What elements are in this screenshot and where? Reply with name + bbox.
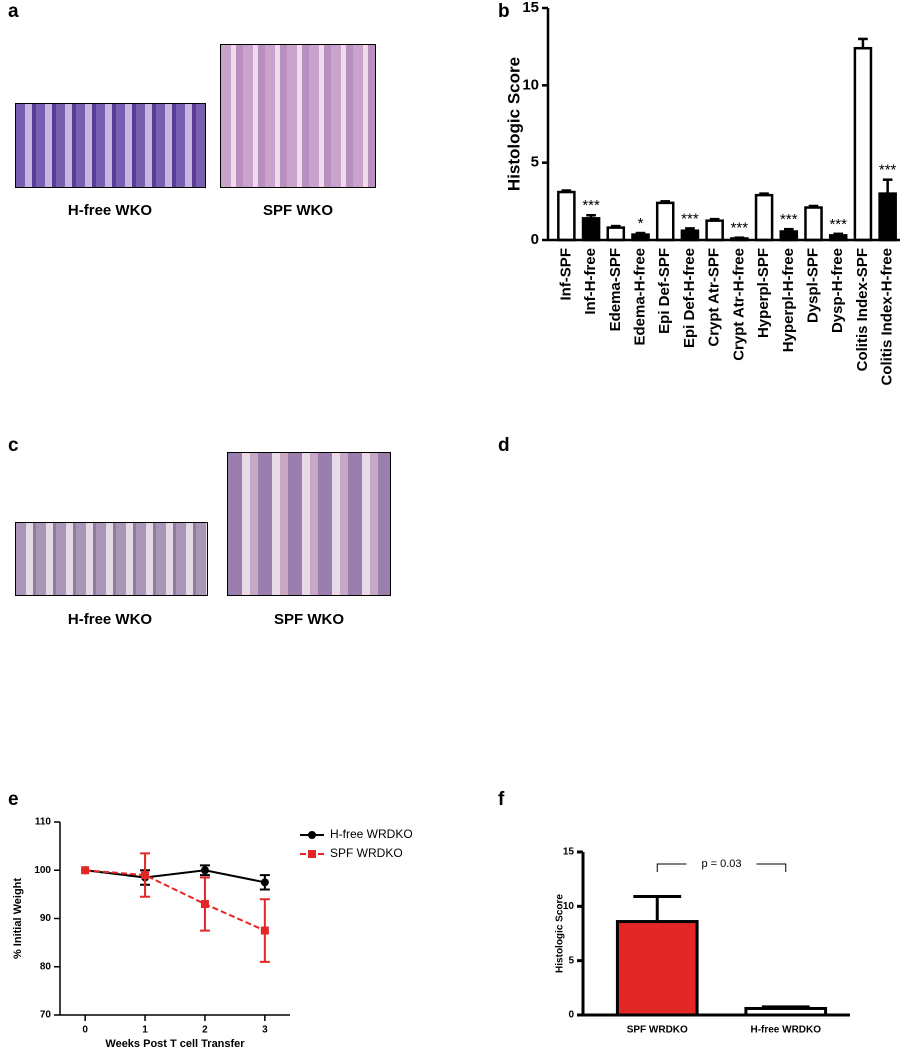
panel-label: c: [8, 435, 19, 456]
panel-label: b: [498, 1, 510, 22]
x-tick-label: Edema-SPF: [607, 248, 624, 331]
marker: [260, 926, 269, 935]
significance: ***: [780, 211, 798, 228]
micrograph: [227, 452, 391, 596]
image-caption: H-free WKO: [68, 611, 153, 628]
legend-marker: [308, 831, 316, 839]
y-tick-label: 5: [568, 955, 574, 966]
x-tick-label: 3: [262, 1025, 268, 1036]
micrograph: [220, 44, 376, 188]
significance: *: [638, 215, 644, 232]
series-line: [85, 869, 266, 932]
panel-label: f: [498, 789, 505, 810]
bar: [655, 201, 675, 242]
y-tick-label: 70: [40, 1010, 52, 1021]
marker: [260, 878, 269, 887]
marker: [200, 866, 209, 875]
y-tick-label: 100: [34, 865, 51, 876]
x-tick-label: SPF WRDKO: [627, 1025, 688, 1036]
legend-marker: [308, 850, 316, 858]
y-tick-label: 80: [40, 961, 52, 972]
significance: ***: [681, 210, 699, 227]
x-tick-label: Dyspl-SPF: [804, 248, 821, 323]
x-tick-label: Epi Def-H-free: [681, 248, 698, 348]
x-axis-label: Weeks Post T cell Transfer: [105, 1038, 245, 1050]
y-tick-label: 5: [531, 154, 539, 171]
y-axis-label: % Initial Weight: [12, 878, 24, 959]
bar: [705, 219, 724, 242]
panel-label: e: [8, 789, 19, 810]
x-tick-label: Epi Def-SPF: [656, 248, 673, 334]
x-tick-label: Inf-H-free: [582, 248, 599, 315]
x-tick-label: Edema-H-free: [631, 248, 648, 346]
micrograph: [15, 522, 208, 596]
marker: [81, 866, 90, 875]
y-tick-label: 15: [522, 0, 539, 16]
x-tick-label: Hyperpl-SPF: [755, 248, 772, 338]
x-tick-label: Inf-SPF: [557, 248, 574, 301]
bar: [754, 193, 774, 242]
legend-label: H-free WRDKO: [330, 827, 413, 841]
series-line: [85, 869, 266, 884]
panel-label: d: [498, 435, 510, 456]
bar: [615, 920, 699, 1017]
significance: ***: [582, 197, 600, 214]
y-tick-label: 0: [568, 1010, 574, 1021]
significance: ***: [829, 216, 847, 233]
image-caption: SPF WKO: [263, 202, 333, 219]
marker: [200, 900, 209, 909]
y-tick-label: 10: [563, 901, 575, 912]
y-tick-label: 0: [531, 231, 539, 248]
bar: [581, 217, 601, 242]
x-tick-label: Colitis Index-H-free: [879, 248, 896, 386]
y-axis-label: Histologic Score: [555, 894, 566, 973]
bar: [779, 230, 799, 242]
x-tick-label: Crypt Atr-SPF: [706, 248, 723, 347]
y-tick-label: 110: [35, 817, 52, 828]
bar: [606, 226, 626, 242]
significance: ***: [731, 220, 749, 237]
y-axis-label: Histologic Score: [504, 57, 523, 191]
significance: ***: [879, 162, 897, 179]
bar: [557, 190, 576, 242]
x-tick-label: Crypt Atr-H-free: [730, 248, 747, 361]
bar: [853, 46, 873, 242]
image-caption: H-free WKO: [68, 202, 153, 219]
y-tick-label: 90: [40, 913, 52, 924]
panel-label: a: [8, 1, 19, 22]
marker: [141, 871, 150, 880]
x-tick-label: Dysp-H-free: [829, 248, 846, 333]
p-value: p = 0.03: [701, 858, 741, 870]
bar: [804, 206, 823, 242]
x-tick-label: Colitis Index-SPF: [854, 248, 871, 371]
bracket: [656, 863, 787, 872]
bar: [680, 229, 700, 242]
image-caption: SPF WKO: [274, 611, 344, 628]
bar: [878, 192, 897, 242]
x-tick-label: Hyperpl-H-free: [780, 248, 797, 352]
x-tick-label: 2: [202, 1025, 208, 1036]
legend-label: SPF WRDKO: [330, 846, 403, 860]
x-tick-label: 1: [142, 1025, 148, 1036]
y-tick-label: 10: [522, 76, 539, 93]
micrograph: [15, 103, 206, 188]
x-tick-label: 0: [82, 1025, 88, 1036]
x-tick-label: H-free WRDKO: [750, 1025, 821, 1036]
y-tick-label: 15: [563, 847, 575, 858]
